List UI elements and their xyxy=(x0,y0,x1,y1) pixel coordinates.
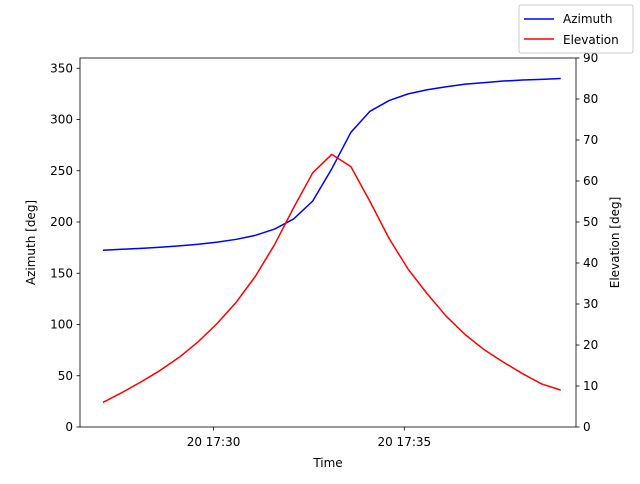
y-right-tick-label: 60 xyxy=(583,174,598,188)
y-left-tick-label: 0 xyxy=(65,420,73,434)
y-right-tick-label: 90 xyxy=(583,51,598,65)
y-left-tick-label: 250 xyxy=(50,164,73,178)
series-line-elevation xyxy=(102,153,561,404)
x-tick-label: 20 17:30 xyxy=(187,435,241,449)
y-left-tick-label: 50 xyxy=(58,369,73,383)
y-right-tick-label: 30 xyxy=(583,297,598,311)
y-axis-label-right: Elevation [deg] xyxy=(608,197,622,289)
y-right-tick-label: 10 xyxy=(583,379,598,393)
legend-label-azimuth: Azimuth xyxy=(563,12,612,26)
plot-frame xyxy=(79,57,577,428)
y-right-tick-label: 70 xyxy=(583,133,598,147)
y-right-tick-label: 80 xyxy=(583,92,598,106)
plot-layer xyxy=(102,77,561,404)
axes-layer: 0 50 100 150 200 250 300 350 0 10 20 30 40 50 60 70 80 90… xyxy=(50,51,598,449)
y-left-tick-label: 350 xyxy=(50,61,73,75)
legend-frame xyxy=(518,4,634,54)
y-left-tick-label: 100 xyxy=(50,318,73,332)
y-left-tick-label: 150 xyxy=(50,266,73,280)
y-axis-label-left: Azimuth [deg] xyxy=(24,200,38,285)
legend: Azimuth Elevation xyxy=(518,4,634,54)
y-right-tick-label: 0 xyxy=(583,420,591,434)
y-right-tick-label: 20 xyxy=(583,338,598,352)
x-axis-label: Time xyxy=(312,456,342,470)
x-tick-label: 20 17:35 xyxy=(377,435,431,449)
y-left-tick-label: 200 xyxy=(50,215,73,229)
series-line-azimuth xyxy=(102,77,561,251)
legend-label-elevation: Elevation xyxy=(563,33,619,47)
y-right-tick-label: 40 xyxy=(583,256,598,270)
y-left-tick-label: 300 xyxy=(50,113,73,127)
y-right-tick-label: 50 xyxy=(583,215,598,229)
